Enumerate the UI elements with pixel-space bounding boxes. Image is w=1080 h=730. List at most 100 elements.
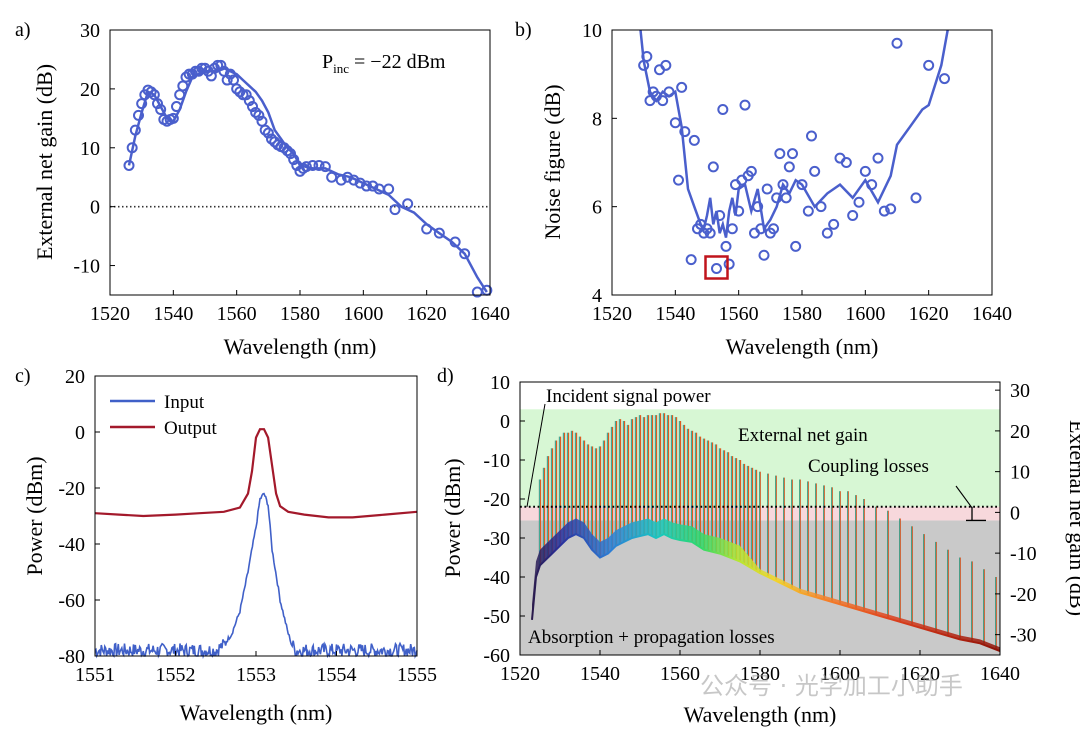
data-point <box>231 83 243 95</box>
data-point <box>663 86 675 98</box>
spectral-peak <box>947 549 949 636</box>
y-tick-label: -10 <box>483 450 510 472</box>
data-point <box>266 133 277 145</box>
spectral-peak <box>754 469 758 571</box>
data-point <box>319 161 331 173</box>
baseline-curve <box>531 532 1001 653</box>
xlabel-c: Wavelength (nm) <box>180 700 333 725</box>
spectral-peak <box>971 561 973 642</box>
y-tick-label: 4 <box>592 285 602 307</box>
data-point <box>300 161 312 173</box>
spectral-peak <box>542 467 546 562</box>
spectral-peak <box>606 432 610 554</box>
data-point <box>354 177 366 189</box>
data-point <box>129 124 141 136</box>
spectral-peak <box>590 446 594 550</box>
data-point <box>123 159 135 171</box>
spectral-peak <box>662 413 666 535</box>
spectral-peak <box>959 557 961 640</box>
x-tick-label: 1600 <box>343 303 383 325</box>
data-point <box>259 124 271 136</box>
y-tick-label: -30 <box>483 528 510 550</box>
spectral-peak <box>610 426 614 550</box>
data-point <box>910 192 922 204</box>
spectral-peak <box>674 417 678 539</box>
data-point <box>145 86 157 98</box>
data-point <box>253 109 265 121</box>
y-tick-label: 10 <box>80 138 100 160</box>
spectral-peak <box>823 485 825 600</box>
data-point <box>669 117 681 129</box>
spectral-peak <box>698 436 702 548</box>
panel-label-d: d) <box>437 365 454 387</box>
loss-area <box>520 520 1000 655</box>
data-point <box>307 159 319 171</box>
y-tick-label: -20 <box>483 489 510 511</box>
data-point <box>815 201 827 213</box>
spectral-peak <box>622 421 626 542</box>
spectral-peak <box>614 421 618 546</box>
x-tick-label: 1600 <box>820 663 860 685</box>
data-point <box>802 205 814 217</box>
data-point <box>660 59 672 71</box>
panel-a: a) 1520 1540 1560 1580 1600 1620 1640 -10 0 10 20 3… <box>15 19 510 359</box>
spectral-peak <box>566 432 570 538</box>
data-point <box>676 81 688 93</box>
data-point <box>809 165 821 177</box>
ylabel-d: Power (dBm) <box>440 458 465 577</box>
data-point <box>840 157 852 168</box>
y-tick-label: -60 <box>483 645 510 667</box>
data-point <box>847 210 859 221</box>
data-point <box>281 145 293 157</box>
x-tick-label: 1640 <box>972 303 1012 325</box>
spectral-peak <box>923 534 925 629</box>
spectral-peak <box>686 428 690 542</box>
spectral-peak <box>875 506 877 615</box>
spectral-peak <box>710 442 714 552</box>
legend-label-output: Output <box>164 418 218 439</box>
x-tick-label: 1520 <box>500 663 540 685</box>
x-tick-label: 1560 <box>660 663 700 685</box>
spectral-peak <box>666 415 670 536</box>
data-point <box>720 240 732 252</box>
data-point <box>367 180 379 192</box>
series-line-fit <box>127 66 488 293</box>
x-tick-label: 1560 <box>217 303 257 325</box>
series-line-fit <box>639 30 949 238</box>
spectral-peak <box>767 473 769 577</box>
data-point <box>449 236 461 248</box>
x-tick-label: 1620 <box>909 303 949 325</box>
data-point <box>891 37 903 49</box>
x-tick-label: 1520 <box>592 303 632 325</box>
data-point <box>250 106 262 118</box>
spectral-peak <box>799 479 801 593</box>
spectral-peak <box>562 432 566 542</box>
spectral-peak <box>791 479 793 589</box>
y-tick-label: 8 <box>592 108 602 130</box>
data-point <box>878 205 890 217</box>
y-tick-label: 6 <box>592 197 602 219</box>
data-point <box>421 223 433 235</box>
x-tick-label: 1555 <box>397 664 437 686</box>
data-point <box>641 51 653 62</box>
data-point <box>183 68 195 80</box>
spectral-peak <box>807 481 809 595</box>
annotation-absorption: Absorption + propagation losses <box>528 627 775 648</box>
spectral-peak <box>594 448 598 554</box>
data-point <box>733 205 745 217</box>
y-tick-label: -80 <box>58 646 85 668</box>
data-point <box>215 59 227 71</box>
data-point <box>688 134 700 146</box>
watermark: 公众号 · 光学加工小助手 <box>700 672 963 700</box>
spectral-peak <box>839 491 841 605</box>
spectral-peak <box>634 417 638 537</box>
data-point <box>177 80 189 92</box>
legend-label-input: Input <box>164 392 205 413</box>
data-point <box>739 99 751 111</box>
x-tick-label: 1554 <box>317 664 357 686</box>
y-tick-label: -60 <box>58 590 85 612</box>
spectral-peak <box>935 541 937 633</box>
spectral-peak <box>626 424 630 540</box>
data-point <box>885 203 897 215</box>
data-point <box>234 86 246 98</box>
